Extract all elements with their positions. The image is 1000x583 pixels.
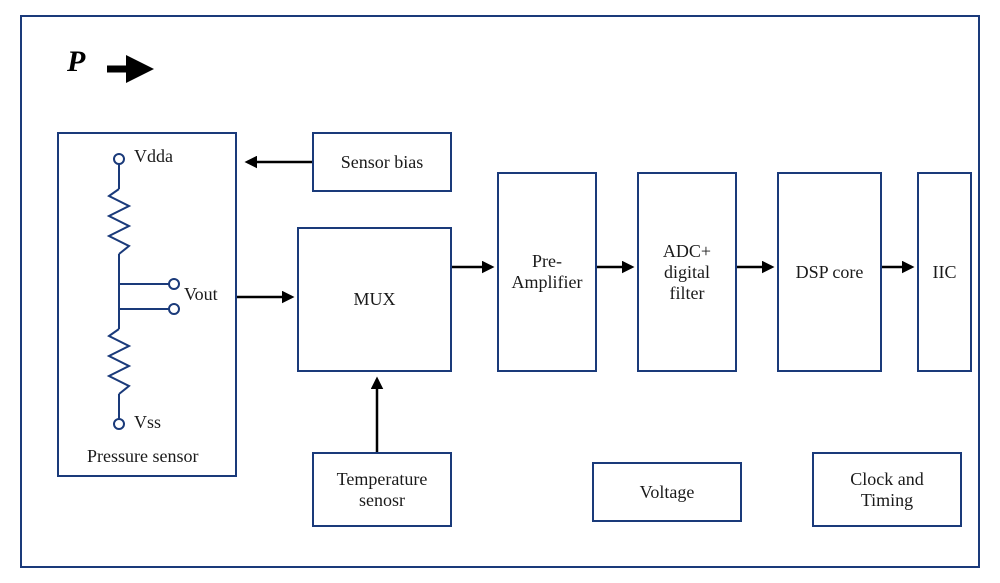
arrows-layer xyxy=(22,17,982,570)
diagram-frame: P Vdda Vout Vss Pres xyxy=(20,15,980,568)
